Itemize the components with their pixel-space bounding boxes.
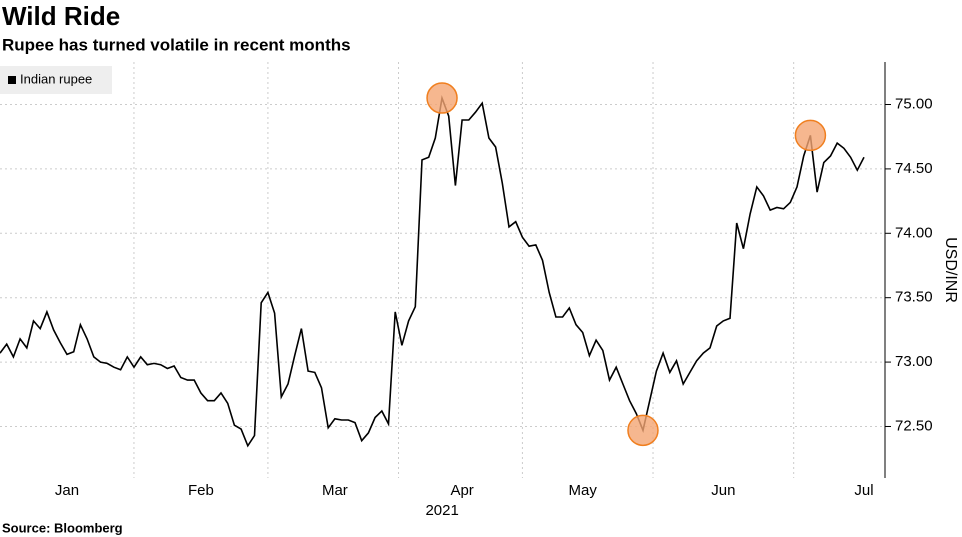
y-tick-label: 74.00 [895,224,933,241]
legend-swatch [8,76,16,84]
chart-subtitle: Rupee has turned volatile in recent mont… [2,35,351,54]
y-tick-label: 75.00 [895,95,933,112]
line [0,95,865,448]
x-tick-label: Jul [854,482,873,499]
legend-box [0,66,112,94]
y-tick-label: 74.50 [895,160,933,177]
x-tick-label: Mar [322,482,348,499]
highlight-circle [426,82,458,114]
source: Source: Bloomberg [2,520,123,535]
y-tick-label: 72.50 [895,417,933,434]
chart-title: Wild Ride [2,1,120,31]
y-tick-label: 73.50 [895,289,933,306]
highlight-circle [794,119,827,152]
x-tick-label: May [569,482,598,499]
y-axis-label: USD/INR [942,237,959,303]
x-tick-label: Feb [188,482,214,499]
x-tick-label: Jun [711,482,735,499]
x-sublabel: 2021 [425,502,458,519]
x-tick-label: Jan [55,482,79,499]
highlight-circle [627,414,659,447]
x-tick-label: Apr [450,482,473,499]
legend-label: Indian rupee [20,71,92,86]
y-tick-label: 73.00 [895,353,933,370]
